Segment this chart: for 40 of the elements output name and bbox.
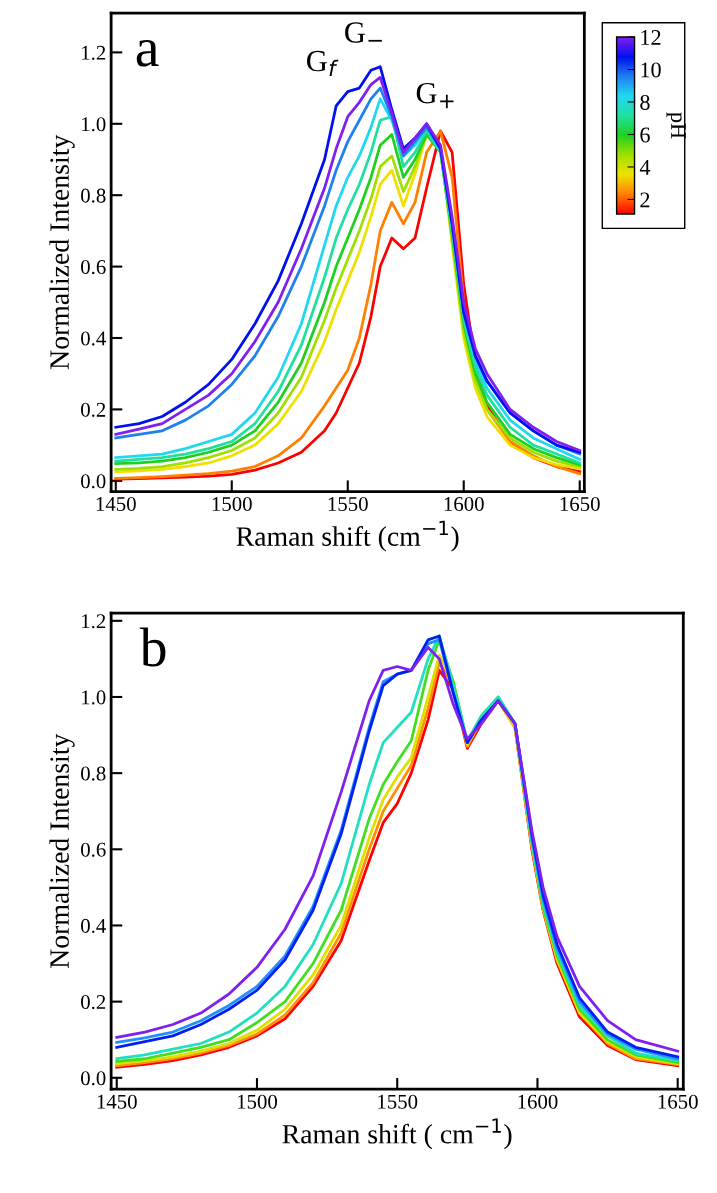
x-tick-label: 1550 <box>378 1094 418 1109</box>
color-bar-label: 6 <box>640 127 650 143</box>
y-tick-label: 0.6 <box>81 259 106 275</box>
x-tick-label: 1550 <box>328 496 368 512</box>
color-bar-title: pH <box>666 112 686 139</box>
color-bar-label: 8 <box>640 94 650 110</box>
annotation: a <box>136 39 159 67</box>
annotation: G$_{f}$ <box>307 50 339 77</box>
y-tick-label: 0.4 <box>81 331 106 346</box>
annotation: b <box>139 627 166 667</box>
x-tick-label: 1650 <box>658 1094 698 1109</box>
x-tick-label: 1600 <box>518 1094 558 1109</box>
x-tick-label: 1450 <box>96 496 136 512</box>
y-tick-label: 1.2 <box>82 45 106 60</box>
y-tick-label: 0.2 <box>81 995 106 1010</box>
y-tick-label: 1.2 <box>82 614 106 629</box>
color-bar-label: 2 <box>640 192 650 208</box>
annotation: G$_{−}$ <box>345 22 382 43</box>
x-tick-label: 1500 <box>212 496 252 512</box>
y-tick-label: 0.0 <box>81 1071 106 1086</box>
x-axis-title: Raman shift ( cm$^{−1}$) <box>282 1118 512 1150</box>
color-bar-label: 4 <box>639 160 651 175</box>
color-bar-label: 12 <box>641 30 661 45</box>
y-tick-label: 1.0 <box>82 117 106 132</box>
y-tick-label: 0.8 <box>81 766 106 781</box>
y-axis-title: Normalized Intensity <box>49 733 75 969</box>
x-tick-label: 1450 <box>97 1094 137 1109</box>
x-tick-label: 1600 <box>444 496 484 512</box>
y-axis-title: Normalized Intensity <box>49 134 75 370</box>
y-tick-label: 0.8 <box>81 188 106 203</box>
y-tick-label: 0.2 <box>81 402 106 417</box>
x-tick-label: 1500 <box>237 1094 278 1109</box>
y-tick-label: 1.0 <box>82 690 106 705</box>
color-bar-label: 10 <box>641 62 661 78</box>
annotation: G$_{+}$ <box>416 82 454 109</box>
y-tick-label: 0.0 <box>81 474 106 489</box>
x-tick-label: 1650 <box>560 496 600 512</box>
y-tick-label: 0.4 <box>81 918 106 933</box>
x-axis-title: Raman shift (cm$^{−1}$) <box>236 520 459 552</box>
y-tick-label: 0.6 <box>81 842 106 857</box>
